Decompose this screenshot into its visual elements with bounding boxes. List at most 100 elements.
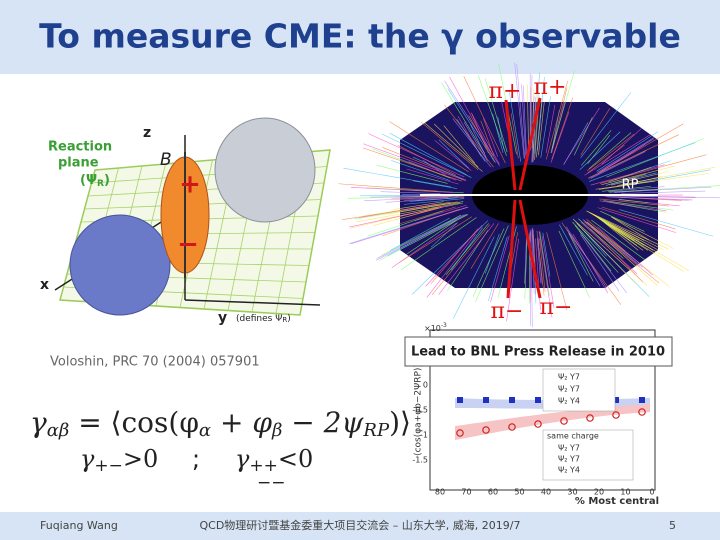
track <box>480 120 495 156</box>
track <box>425 224 483 287</box>
track <box>542 232 551 277</box>
formula: γαβ = ⟨cos(φα + φβ − 2ψRP)⟩ <box>30 406 411 442</box>
track <box>576 223 637 285</box>
track <box>550 70 575 153</box>
legend <box>542 368 616 412</box>
track <box>583 220 641 267</box>
point <box>482 426 490 434</box>
track <box>441 82 485 154</box>
track <box>541 235 555 308</box>
label: plane <box>58 156 99 171</box>
track <box>391 160 451 181</box>
track <box>609 185 720 193</box>
track <box>532 227 536 295</box>
track <box>368 133 465 178</box>
legend-entry: Ψ₂ Y7 <box>558 455 580 464</box>
track <box>601 128 642 165</box>
track <box>586 221 670 287</box>
track <box>580 108 611 156</box>
track <box>587 133 635 172</box>
track <box>524 236 527 284</box>
track <box>424 122 483 172</box>
plot-x-tick: 30 <box>567 488 577 497</box>
track <box>449 76 494 156</box>
track <box>470 124 487 158</box>
track <box>618 198 649 204</box>
point <box>612 411 620 419</box>
track <box>488 236 508 302</box>
track <box>438 139 469 169</box>
track <box>338 183 438 192</box>
label: (defines ΨR) <box>236 314 291 325</box>
track <box>546 232 568 311</box>
point <box>509 397 515 403</box>
track <box>596 131 659 172</box>
track <box>539 231 550 297</box>
legend-entry: Ψ₂ Y7 <box>558 444 580 453</box>
track <box>601 206 676 230</box>
track <box>537 76 545 151</box>
point <box>457 397 463 403</box>
plot-y-tick: -1.5 <box>412 456 428 465</box>
footer-author: Fuqiang Wang <box>40 519 118 532</box>
track <box>538 231 553 318</box>
track <box>400 217 477 271</box>
rp-label: RP <box>622 178 639 193</box>
track <box>389 217 450 251</box>
track <box>434 140 472 171</box>
track <box>599 154 707 184</box>
legend-entry: Ψ₂ Y7 <box>558 385 580 394</box>
track <box>389 132 467 176</box>
label: x <box>40 277 49 293</box>
opposite-charge: γ+−>0 <box>80 445 158 476</box>
plot-x-tick: 40 <box>541 488 551 497</box>
point <box>586 414 594 422</box>
track <box>598 180 656 190</box>
track <box>350 187 453 193</box>
track <box>558 230 590 298</box>
track <box>572 221 619 273</box>
track <box>408 205 442 217</box>
legend-title: same charge <box>547 432 599 441</box>
track <box>597 207 677 233</box>
pion-label: π+ <box>489 79 522 104</box>
point <box>534 420 542 428</box>
track <box>621 190 706 194</box>
plot-x-tick: 10 <box>620 488 630 497</box>
track <box>438 223 495 295</box>
tracks <box>338 62 720 328</box>
track <box>452 118 492 168</box>
track <box>527 84 529 153</box>
track <box>497 116 505 150</box>
track <box>362 147 463 182</box>
track <box>537 238 541 283</box>
track <box>415 204 467 221</box>
track <box>588 134 679 179</box>
point <box>638 408 646 416</box>
track <box>521 84 527 156</box>
track <box>522 85 527 155</box>
track <box>508 90 522 162</box>
track <box>603 200 674 211</box>
track <box>617 166 716 186</box>
track <box>551 97 574 160</box>
track <box>376 164 448 184</box>
track <box>606 138 705 178</box>
point <box>639 397 645 403</box>
track <box>413 180 458 189</box>
track <box>381 133 472 178</box>
footer-event: QCD物理研讨暨基金委重大项目交流会 – 山东大学, 威海, 2019/7 <box>200 518 521 532</box>
y-axis <box>184 299 321 306</box>
track <box>471 113 489 154</box>
legend-entries: Ψ₂ Y7 Ψ₂ Y7 Ψ₂ Y4 Ψ₂ Y7 Ψ₂ Y7 Ψ₂ Y4 <box>558 373 580 475</box>
track <box>404 197 449 201</box>
track <box>580 234 620 292</box>
track <box>463 76 506 164</box>
track <box>470 112 500 165</box>
track <box>372 148 451 179</box>
track <box>589 228 644 283</box>
track <box>607 196 690 201</box>
track <box>342 201 458 220</box>
track <box>545 104 556 153</box>
